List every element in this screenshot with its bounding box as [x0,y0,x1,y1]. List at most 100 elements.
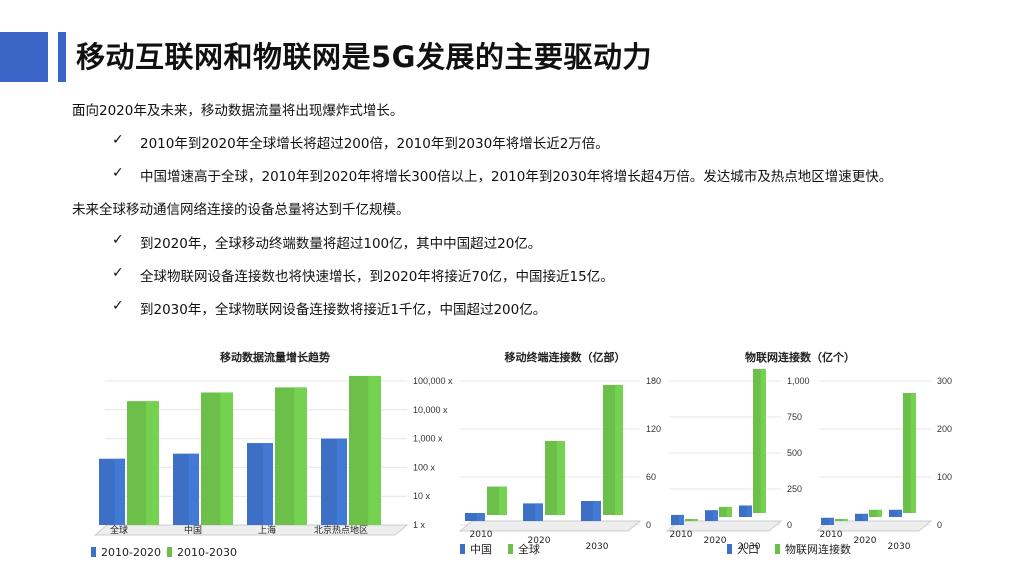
terminal-connections-chart: 移动终端连接数（亿部） 0 60 120 180 2010 2020 2030 中国 全球 [458,350,661,556]
bar-population-highlight [712,510,718,521]
category-label: 2010 [470,530,493,540]
category-label: 2010 [670,530,693,540]
legend-swatch [91,547,96,557]
y-tick-label: 500 [787,448,802,458]
bar-population-highlight [746,505,752,517]
bar-iot-connections-highlight [876,509,882,517]
bar-iot-connections-highlight [760,369,766,513]
bar-2010-2020-highlight [188,453,199,525]
bar-iot-connections [835,519,848,521]
y-tick-label: 10 x [413,491,431,501]
y-tick-label: 0 [787,520,792,530]
bar-population [705,510,718,521]
y-tick-label: 0 [646,520,651,530]
category-label: 全球 [110,524,128,536]
y-tick-label: 100 [937,472,952,482]
legend-swatch [775,544,780,554]
bar-population-highlight [828,517,834,525]
chart-floor [93,524,409,536]
chart-floor [458,520,642,532]
chart-title: 物联网连接数（亿个） [745,350,855,364]
category-label: 2030 [738,542,761,552]
y-tick-label: 1,000 x [413,434,443,444]
bar-iot-connections-highlight [692,519,698,521]
check-icon: ✓ [112,164,124,180]
category-label: 2020 [528,536,551,546]
bar-china-highlight [535,503,543,521]
check-icon: ✓ [112,131,124,147]
bar-population [739,505,752,517]
bar-iot-connections [719,506,732,517]
iot-connections-chart: 物联网连接数（亿个） 0 250 500 750 1,000 2010 2020 2030 0 10… [665,350,952,556]
legend-swatch [727,544,732,554]
bar-global-highlight [557,441,565,515]
bar-iot-connections-highlight [726,506,732,517]
title-accent-block [0,32,48,82]
y-tick-label: 200 [937,424,952,434]
legend-label: 2010-2020 [101,546,161,559]
bullet-global-growth: 2010年到2020年全球增长将超过200倍，2010年到2030年将增长近2万… [140,136,609,152]
y-tick-label: 120 [646,424,661,434]
y-tick-label: 750 [787,412,802,422]
category-label: 2020 [704,536,727,546]
check-icon: ✓ [112,264,124,280]
y-tick-label: 1 x [413,520,426,530]
chart-title: 移动数据流量增长趋势 [220,350,330,364]
legend-swatch [167,547,172,557]
legend-label: 中国 [470,543,492,556]
bar-china-highlight [593,501,601,521]
bar-2010-2030-highlight [146,401,159,525]
category-label: 中国 [184,524,202,536]
y-tick-label: 10,000 x [413,405,448,415]
y-tick-label: 300 [937,376,952,386]
bullet-iot-2030: 到2030年，全球物联网设备连接数将接近1千亿，中国超过200亿。 [140,302,547,318]
bar-iot-connections [869,509,882,517]
bullet-china-growth: 中国增速高于全球，2010年到2020年将增长300倍以上，2010年到2030… [140,169,893,185]
traffic-growth-chart: 移动数据流量增长趋势 1 x 10 x 100 x 1,000 x 10,000 x 100… [91,350,453,559]
y-tick-label: 100,000 x [413,376,453,386]
bar-population [671,514,684,525]
y-tick-label: 250 [787,484,802,494]
bar-2010-2030-highlight [368,375,381,525]
chart-title: 移动终端连接数（亿部） [505,350,626,364]
category-label: 北京热点地区 [314,524,368,536]
legend-swatch [508,544,513,554]
y-tick-label: 60 [646,472,656,482]
y-tick-label: 0 [937,520,942,530]
bar-population-highlight [678,514,684,525]
paragraph-devices: 未来全球移动通信网络连接的设备总量将达到千亿规模。 [72,202,410,218]
bar-2010-2020-highlight [336,438,347,525]
y-tick-label: 1,000 [787,376,810,386]
bar-iot-connections-highlight [842,519,848,521]
y-tick-label: 100 x [413,462,436,472]
bar-iot-connections-highlight [910,393,916,513]
bullet-iot-2020: 全球物联网设备连接数也将快速增长，到2020年将接近70亿，中国接近15亿。 [140,269,614,285]
y-tick-label: 180 [646,376,661,386]
bar-population-highlight [896,509,902,517]
category-label: 2030 [586,542,609,552]
legend-label: 全球 [518,542,540,556]
title-accent-bar [58,32,66,82]
bar-2010-2020-highlight [114,458,125,525]
bar-2010-2020-highlight [262,443,273,525]
bar-population [889,509,902,517]
check-icon: ✓ [112,297,124,313]
legend-label: 人口 [737,543,759,556]
bar-china [465,513,485,521]
bar-global-highlight [499,486,507,515]
bar-population [855,513,868,521]
bar-2010-2030-highlight [220,392,233,525]
legend-swatch [460,544,465,554]
slide-title: 移动互联网和物联网是5G发展的主要驱动力 [76,40,652,74]
category-label: 2030 [888,542,911,552]
paragraph-traffic: 面向2020年及未来，移动数据流量将出现爆炸式增长。 [72,103,404,119]
bar-iot-connections [685,519,698,521]
legend-label: 物联网连接数 [785,542,851,556]
bar-2010-2030-highlight [294,387,307,525]
bar-global-highlight [615,385,623,515]
legend-label: 2010-2030 [177,546,237,559]
category-label: 上海 [258,524,276,536]
check-icon: ✓ [112,231,124,247]
bullet-terminals-2020: 到2020年，全球移动终端数量将超过100亿，其中中国超过20亿。 [140,236,542,252]
bar-china-highlight [477,513,485,521]
